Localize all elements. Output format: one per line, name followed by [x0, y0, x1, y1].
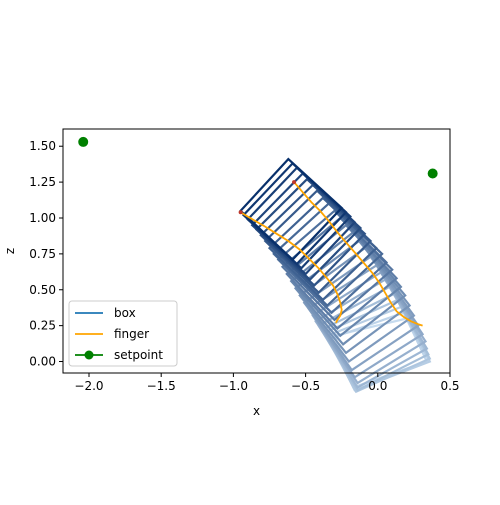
y-tick-label: 0.75: [29, 247, 56, 261]
legend-box: [68, 300, 178, 367]
box-frame-9: [276, 209, 389, 315]
x-tick-label: 0.0: [368, 379, 387, 393]
finger-start-point-1: [238, 210, 243, 215]
x-tick-label: −2.0: [74, 379, 103, 393]
box-frame-15: [302, 255, 416, 364]
box-frame-11: [285, 223, 399, 331]
legend: box finger setpoint: [68, 300, 178, 367]
legend-label-box: box: [114, 306, 136, 320]
setpoint-marker-0: [78, 136, 89, 147]
y-tick-label: 1.25: [29, 175, 56, 189]
x-tick-label: −1.0: [219, 379, 248, 393]
finger-series: [238, 180, 423, 327]
y-axis: 0.00 0.25 0.50 0.75 1.00 1.25 1.50: [29, 139, 63, 369]
y-tick-label: 1.50: [29, 139, 56, 153]
x-tick-label: −1.5: [147, 379, 176, 393]
legend-label-setpoint: setpoint: [114, 348, 163, 362]
box-series: [239, 157, 432, 394]
y-tick-label: 1.00: [29, 211, 56, 225]
y-tick-label: 0.25: [29, 319, 56, 333]
x-axis-label: x: [253, 404, 260, 418]
x-axis: −2.0 −1.5 −1.0 −0.5 0.0 0.5: [74, 373, 460, 393]
x-tick-label: 0.5: [440, 379, 459, 393]
y-tick-label: 0.50: [29, 283, 56, 297]
legend-label-finger: finger: [114, 327, 149, 341]
box-frame-12: [289, 230, 403, 338]
box-frame-16: [306, 263, 420, 372]
legend-marker-setpoint: [84, 350, 94, 360]
box-frame-20: [319, 292, 430, 392]
box-frame-14: [298, 246, 412, 355]
finger-start-point-0: [292, 180, 297, 185]
x-tick-label: −0.5: [291, 379, 320, 393]
y-axis-label: z: [3, 248, 17, 254]
setpoint-marker-1: [427, 168, 438, 179]
box-frame-0: [239, 157, 344, 262]
axes-frame: [62, 128, 451, 374]
finger-line-1: [240, 211, 343, 324]
finger-line-0: [293, 181, 423, 327]
y-tick-label: 0.00: [29, 355, 56, 369]
setpoint-series: [78, 136, 438, 179]
